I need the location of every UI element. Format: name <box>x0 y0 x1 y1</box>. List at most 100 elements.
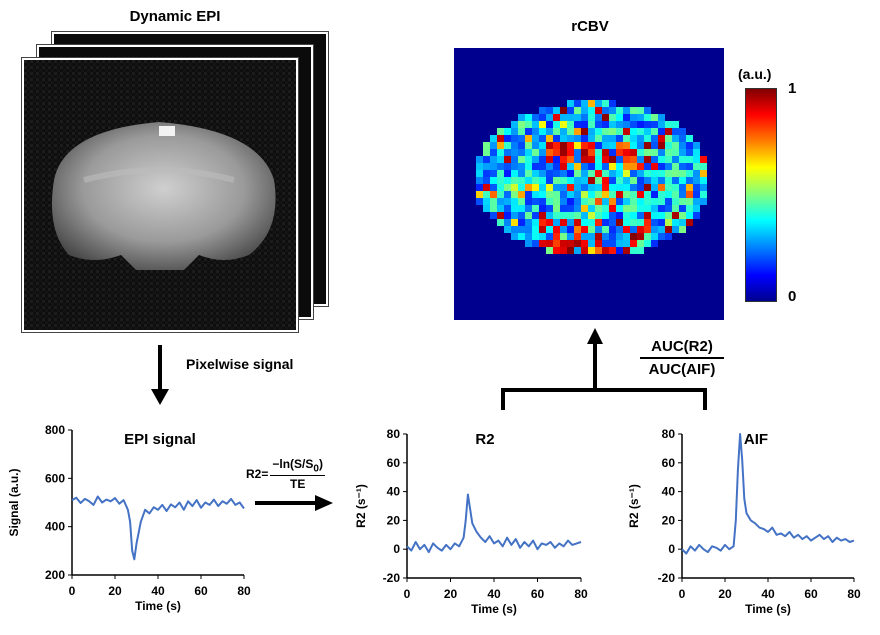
rcbv-pixel <box>658 226 665 233</box>
rcbv-pixel <box>546 205 553 212</box>
x-tick-label: 60 <box>804 587 818 601</box>
rcbv-pixel <box>588 107 595 114</box>
rcbv-pixel <box>504 142 511 149</box>
dynamic-epi-title: Dynamic EPI <box>129 8 221 25</box>
rcbv-pixel <box>567 135 574 142</box>
rcbv-pixel <box>700 177 707 184</box>
x-tick-label: 20 <box>108 584 122 598</box>
rcbv-pixel <box>574 226 581 233</box>
rcbv-pixel <box>518 121 525 128</box>
rcbv-pixel <box>581 121 588 128</box>
rcbv-pixel <box>665 233 672 240</box>
rcbv-pixel <box>567 114 574 121</box>
rcbv-pixel <box>490 149 497 156</box>
x-tick-label: 20 <box>444 587 458 601</box>
rcbv-pixel <box>560 219 567 226</box>
formula-lhs: R2= <box>246 467 269 482</box>
rcbv-pixel <box>672 226 679 233</box>
rcbv-pixel <box>644 142 651 149</box>
rcbv-pixel <box>532 163 539 170</box>
rcbv-pixel <box>693 177 700 184</box>
rcbv-pixel <box>595 240 602 247</box>
rcbv-pixel <box>574 135 581 142</box>
rcbv-pixel <box>672 149 679 156</box>
rcbv-pixel <box>574 177 581 184</box>
rcbv-pixel <box>574 121 581 128</box>
rcbv-pixel <box>665 205 672 212</box>
rcbv-pixel <box>630 114 637 121</box>
rcbv-pixel <box>644 135 651 142</box>
rcbv-pixel <box>616 219 623 226</box>
rcbv-pixel <box>532 184 539 191</box>
rcbv-pixel <box>700 184 707 191</box>
rcbv-pixel <box>581 100 588 107</box>
rcbv-pixel <box>602 170 609 177</box>
bracket-arrow <box>501 328 707 410</box>
rcbv-pixel <box>532 114 539 121</box>
rcbv-pixel <box>602 149 609 156</box>
rcbv-pixel <box>588 247 595 254</box>
rcbv-pixel <box>623 184 630 191</box>
rcbv-pixel <box>616 107 623 114</box>
rcbv-pixel <box>651 198 658 205</box>
rcbv-pixel <box>630 212 637 219</box>
rcbv-pixel <box>553 205 560 212</box>
rcbv-pixel <box>511 233 518 240</box>
rcbv-pixel <box>497 163 504 170</box>
rcbv-pixel <box>637 107 644 114</box>
rcbv-pixel <box>672 121 679 128</box>
rcbv-pixel <box>539 135 546 142</box>
rcbv-pixel <box>672 128 679 135</box>
rcbv-pixel <box>560 177 567 184</box>
rcbv-pixel <box>630 170 637 177</box>
rcbv-pixel <box>616 135 623 142</box>
rcbv-pixel <box>602 240 609 247</box>
rcbv-pixel <box>511 149 518 156</box>
rcbv-pixel <box>658 212 665 219</box>
x-axis-label: Time (s) <box>135 599 181 613</box>
rcbv-pixel <box>497 128 504 135</box>
rcbv-pixel <box>518 142 525 149</box>
x-tick-label: 40 <box>151 584 165 598</box>
x-tick-label: 60 <box>194 584 208 598</box>
rcbv-pixel <box>581 198 588 205</box>
rcbv-pixel <box>651 212 658 219</box>
rcbv-pixel <box>686 163 693 170</box>
rcbv-pixel <box>609 247 616 254</box>
rcbv-pixel <box>644 163 651 170</box>
rcbv-pixel <box>518 198 525 205</box>
rcbv-pixel <box>581 128 588 135</box>
rcbv-pixel <box>686 177 693 184</box>
rcbv-pixel <box>609 100 616 107</box>
rcbv-pixel <box>623 142 630 149</box>
rcbv-pixel <box>602 226 609 233</box>
rcbv-pixel <box>539 121 546 128</box>
y-tick-label: 600 <box>45 471 65 485</box>
rcbv-pixel <box>602 100 609 107</box>
rcbv-pixel <box>644 177 651 184</box>
rcbv-pixel <box>637 233 644 240</box>
rcbv-pixel <box>525 212 532 219</box>
rcbv-pixel <box>665 170 672 177</box>
rcbv-pixel <box>504 191 511 198</box>
rcbv-pixel <box>616 177 623 184</box>
rcbv-pixel <box>553 212 560 219</box>
rcbv-pixel <box>693 142 700 149</box>
x-axis-label: Time (s) <box>745 602 791 616</box>
rcbv-pixel <box>518 191 525 198</box>
rcbv-pixel <box>483 184 490 191</box>
rcbv-pixel <box>672 191 679 198</box>
rcbv-pixel <box>560 233 567 240</box>
rcbv-pixel <box>532 198 539 205</box>
rcbv-pixel <box>518 135 525 142</box>
rcbv-pixel <box>532 240 539 247</box>
rcbv-pixel <box>504 170 511 177</box>
rcbv-pixel <box>574 100 581 107</box>
rcbv-pixel <box>623 135 630 142</box>
rcbv-pixel <box>637 163 644 170</box>
rcbv-pixel <box>595 156 602 163</box>
rcbv-pixel <box>672 142 679 149</box>
rcbv-pixel <box>672 205 679 212</box>
rcbv-pixel <box>595 135 602 142</box>
